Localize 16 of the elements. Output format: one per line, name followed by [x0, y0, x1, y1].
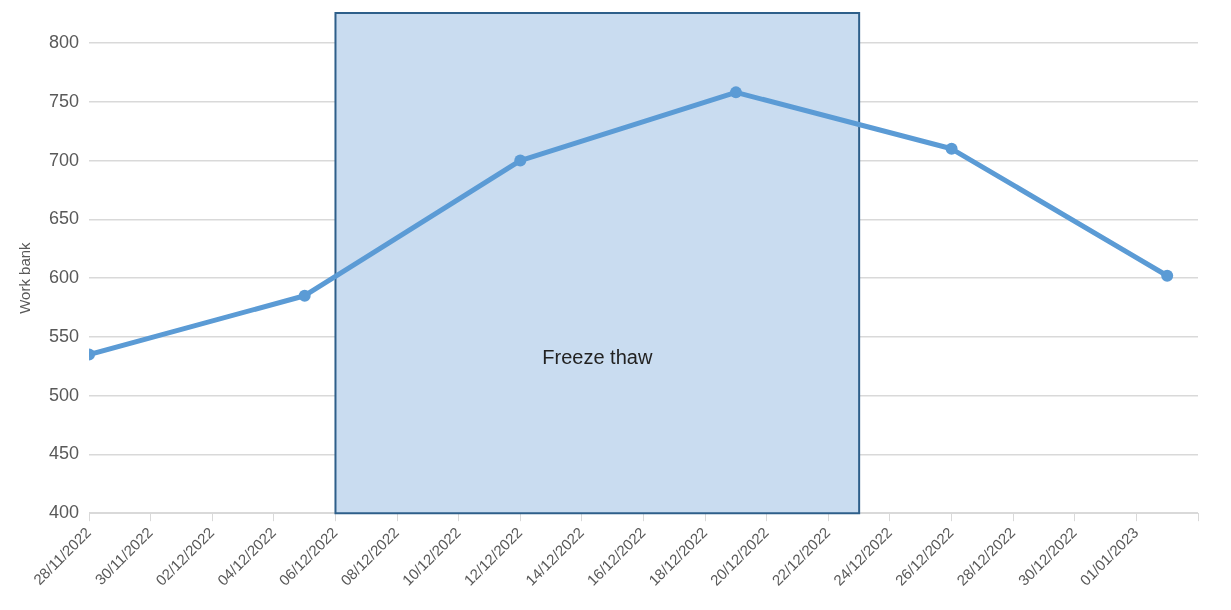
point — [945, 142, 958, 155]
y-tick-label: 500 — [48, 384, 80, 405]
y-tick-label: 750 — [48, 90, 80, 111]
y-tick-label: 400 — [48, 502, 80, 523]
point — [1161, 269, 1174, 282]
y-tick-label: 700 — [48, 149, 80, 170]
point — [514, 154, 527, 167]
y-tick-label: 650 — [48, 208, 80, 229]
point — [298, 289, 311, 302]
point — [729, 86, 742, 99]
band-label: Freeze thaw — [542, 345, 653, 368]
y-tick-label: 600 — [48, 267, 80, 288]
y-tick-label: 450 — [48, 443, 80, 464]
y-tick-label: 550 — [48, 325, 80, 346]
y-axis-title: Work bank — [16, 241, 34, 314]
y-tick-label: 800 — [48, 31, 80, 52]
